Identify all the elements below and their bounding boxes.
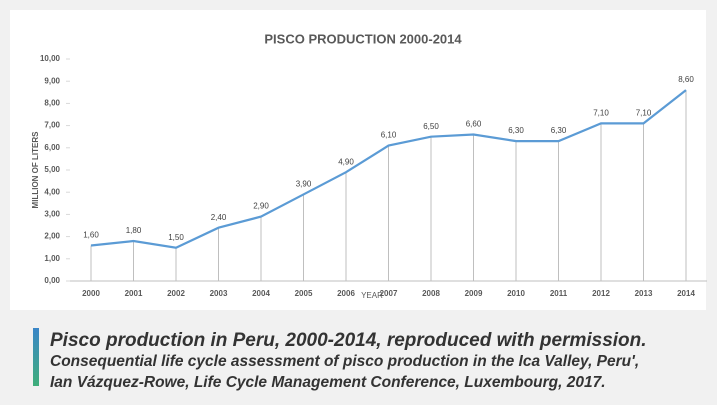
data-label: 4,90 [338,157,354,166]
data-label: 7,10 [636,108,652,117]
data-label: 6,60 [466,120,482,129]
x-tick-label: 2010 [507,289,525,298]
y-tick-label: 8,00 [44,99,60,108]
y-tick-label: 5,00 [44,165,60,174]
chart-background [10,10,706,310]
data-label: 6,50 [423,122,439,131]
data-label: 7,10 [593,108,609,117]
y-tick-label: 1,00 [44,254,60,263]
y-tick-label: 6,00 [44,143,60,152]
data-line [90,89,687,249]
data-label: 3,90 [296,180,312,189]
x-tick-label: 2000 [82,289,100,298]
x-tick-label: 2001 [125,289,143,298]
data-label: 1,80 [126,226,142,235]
data-label: 6,30 [508,126,524,135]
y-axis-label: MILLION OF LITERS [31,131,40,209]
y-tick-label: 4,00 [44,187,60,196]
x-tick-label: 2007 [380,289,398,298]
data-label: 1,60 [83,231,99,240]
data-label: 1,50 [168,233,184,242]
data-label: 2,90 [253,202,269,211]
x-tick-label: 2006 [337,289,355,298]
chart-title: PISCO PRODUCTION 2000-2014 [264,31,462,46]
x-tick-label: 2011 [550,289,568,298]
x-tick-label: 2004 [252,289,270,298]
caption-bar [33,328,39,386]
x-tick-label: 2013 [635,289,653,298]
x-axis-label: YEAR [361,291,383,300]
x-tick-label: 2014 [677,289,695,298]
y-tick-label: 10,00 [40,54,61,63]
y-tick-label: 0,00 [44,276,60,285]
x-tick-label: 2003 [210,289,228,298]
caption-line: Pisco production in Peru, 2000-2014, rep… [50,330,647,351]
data-label: 2,40 [211,213,227,222]
data-label: 8,60 [678,75,694,84]
x-tick-label: 2012 [592,289,610,298]
x-tick-label: 2002 [167,289,185,298]
caption-line: Consequential life cycle assessment of p… [50,353,640,370]
data-label: 6,30 [551,126,567,135]
y-tick-label: 2,00 [44,232,60,241]
y-tick-label: 3,00 [44,210,60,219]
x-tick-label: 2008 [422,289,440,298]
x-tick-label: 2009 [465,289,483,298]
x-tick-label: 2005 [295,289,313,298]
y-tick-label: 7,00 [44,121,60,130]
caption-line: Ian Vázquez-Rowe, Life Cycle Management … [50,374,606,391]
y-tick-label: 9,00 [44,76,60,85]
data-label: 6,10 [381,131,397,140]
